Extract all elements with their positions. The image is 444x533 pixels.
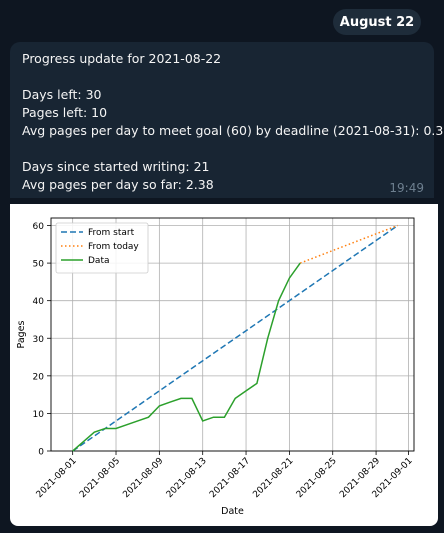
x-axis-label: Date [221, 506, 244, 517]
plot-frame [50, 217, 415, 452]
chart-image[interactable]: 0 10 20 30 40 50 60 2021-08-01 2021-08-05 2021-08… [10, 204, 438, 526]
message-line: Avg pages per day so far: 2.38 [22, 177, 214, 192]
message-line: Pages left: 10 [22, 105, 108, 120]
y-tick-label: 60 [33, 222, 45, 232]
message-timestamp: 19:49 [389, 181, 424, 195]
message-line: Progress update for 2021-08-22 [22, 51, 222, 66]
message-blank-line [22, 68, 432, 86]
y-tick-label: 50 [33, 260, 45, 270]
x-tick-label: 2021-08-05 [78, 456, 122, 500]
series-line-data [72, 262, 301, 452]
message-line: Days since started writing: 21 [22, 159, 210, 174]
x-tick-label: 2021-08-01 [35, 456, 79, 500]
y-tick-label: 30 [33, 335, 45, 345]
y-tick-label: 0 [38, 448, 44, 458]
message-bubble[interactable]: Progress update for 2021-08-22 Days left:… [10, 42, 444, 198]
x-tick-label: 2021-08-13 [165, 456, 209, 500]
y-tick-label: 20 [33, 372, 45, 382]
date-separator-pill: August 22 [333, 9, 421, 35]
y-tick-label: 10 [33, 410, 45, 420]
message-text: Progress update for 2021-08-22 Days left:… [22, 50, 444, 194]
x-tick-label: 2021-08-17 [208, 456, 252, 500]
legend-entry-label: From today [88, 242, 139, 252]
x-tick-label: 2021-08-09 [121, 456, 165, 500]
y-axis-label: Pages [16, 320, 27, 348]
legend-entry-label: From start [88, 228, 135, 238]
message-line: Avg pages per day to meet goal (60) by d… [22, 123, 444, 138]
legend-entry-label: Data [88, 256, 110, 266]
series-line-from-start [72, 224, 399, 452]
x-tick-label: 2021-08-25 [295, 456, 339, 500]
series-line-from-today [299, 224, 398, 264]
message-blank-line [22, 140, 432, 158]
message-line: Days left: 30 [22, 87, 102, 102]
x-tick-label: 2021-08-21 [251, 456, 295, 500]
y-tick-label: 40 [33, 297, 45, 307]
